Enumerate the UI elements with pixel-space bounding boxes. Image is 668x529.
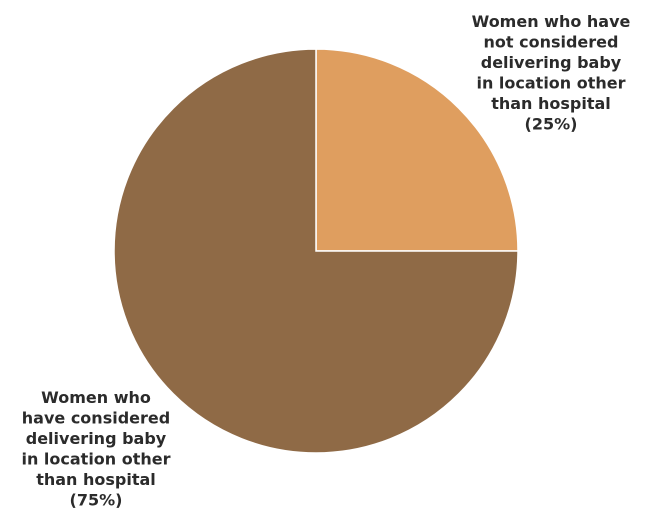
pie-slice-label-line: (25%) xyxy=(525,115,578,134)
pie-slice-label-1: Women who have considered delivering baby i… xyxy=(21,388,170,510)
pie-slice-label-line: Women who have xyxy=(472,12,631,31)
pie-slice-label-line: Women who xyxy=(41,388,151,407)
pie-slice-label-0: Women who have not considered delivering b… xyxy=(472,12,631,134)
pie-slice-label-line: than hospital xyxy=(36,470,156,489)
pie-slice-label-line: not considered xyxy=(484,33,619,52)
pie-slice-label-line: delivering baby xyxy=(481,53,622,72)
pie-slice-label-line: in location other xyxy=(476,74,625,93)
pie-slice-label-line: have considered xyxy=(22,409,170,428)
pie-slice-label-line: delivering baby xyxy=(26,429,167,448)
pie-slices xyxy=(114,49,518,453)
pie-slice-label-line: in location other xyxy=(21,450,170,469)
pie-slice-label-line: (75%) xyxy=(70,491,123,510)
pie-slice-label-line: than hospital xyxy=(491,94,611,113)
